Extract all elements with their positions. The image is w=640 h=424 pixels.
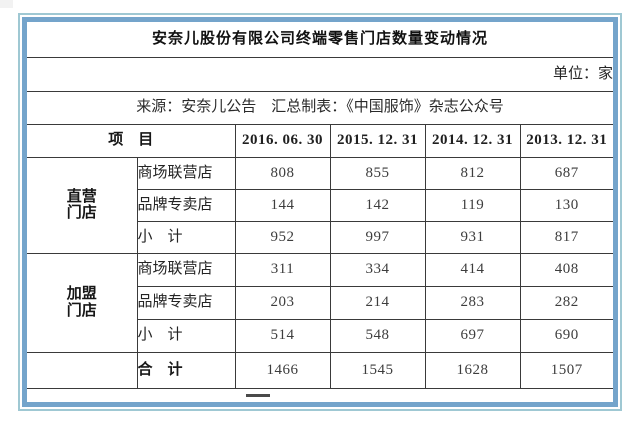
total-row: 合 计 1466 1545 1628 1507 [27, 352, 614, 389]
cell-value: 283 [424, 286, 520, 320]
group-label-line1: 加盟 [66, 285, 97, 302]
row-label: 品牌专卖店 [136, 189, 235, 222]
subtotal-row: 小 计 952 997 931 817 [27, 221, 614, 254]
row-label-subtotal: 小 计 [136, 319, 235, 353]
group-label-line2: 门店 [66, 301, 97, 319]
unit-label: 单位：家 [27, 57, 614, 92]
table-row: 品牌专卖店 203 214 283 282 [27, 286, 614, 320]
source-label: 来源：安奈儿公告 汇总制表：《中国服饰》杂志公众号 [27, 91, 614, 125]
cell-value: 687 [519, 157, 614, 190]
table-row: 加盟 门店 商场联营店 311 334 414 408 [27, 253, 614, 353]
group-label-line2: 门店 [66, 204, 97, 221]
group-label-direct-stores: 直营 门店 [27, 157, 137, 254]
header-row: 项 目 2016. 06. 30 2015. 12. 31 2014. 12. … [27, 124, 614, 158]
source-row: 来源：安奈儿公告 汇总制表：《中国服饰》杂志公众号 [27, 91, 614, 125]
cell-value: 808 [234, 157, 330, 190]
table-row: 直营 门店 商场联营店 808 855 812 687 [27, 157, 614, 254]
cell-value: 1545 [329, 352, 425, 389]
group-label-line1: 直营 [66, 187, 97, 205]
cell-value: 119 [424, 189, 520, 222]
cell-value: 855 [329, 157, 425, 190]
total-empty-cell [27, 352, 137, 389]
cell-value: 214 [329, 286, 425, 320]
cell-value: 203 [234, 286, 330, 320]
subtotal-row: 小 计 514 548 697 690 [27, 319, 614, 353]
cell-value: 311 [234, 253, 330, 287]
cell-value: 144 [234, 189, 330, 222]
row-label: 商场联营店 [136, 253, 235, 287]
column-header-item: 项 目 [27, 124, 235, 158]
unit-row: 单位：家 [27, 57, 614, 92]
cell-value: 414 [424, 253, 520, 287]
row-label: 品牌专卖店 [136, 286, 235, 320]
row-label-total: 合 计 [136, 352, 235, 389]
column-header-2015: 2015. 12. 31 [329, 124, 425, 158]
title-row: 安奈儿股份有限公司终端零售门店数量变动情况 [27, 22, 614, 58]
page-title: 安奈儿股份有限公司终端零售门店数量变动情况 [27, 22, 614, 58]
column-header-2014: 2014. 12. 31 [424, 124, 520, 158]
group-label-franchise-stores: 加盟 门店 [27, 253, 137, 353]
cell-value: 130 [519, 189, 614, 222]
cell-value: 1466 [234, 352, 330, 389]
cell-value: 1628 [424, 352, 520, 389]
decorative-frame: 安奈儿股份有限公司终端零售门店数量变动情况 单位：家 来源：安奈儿公告 汇总制表… [18, 13, 622, 411]
cell-value: 997 [329, 221, 425, 254]
row-label: 商场联营店 [136, 157, 235, 190]
cell-value: 931 [424, 221, 520, 254]
cell-value: 952 [234, 221, 330, 254]
cell-value: 282 [519, 286, 614, 320]
cell-value: 142 [329, 189, 425, 222]
decorative-frame-inner: 安奈儿股份有限公司终端零售门店数量变动情况 单位：家 来源：安奈儿公告 汇总制表… [22, 17, 618, 407]
table-row: 品牌专卖店 144 142 119 130 [27, 189, 614, 222]
store-count-table: 安奈儿股份有限公司终端零售门店数量变动情况 单位：家 来源：安奈儿公告 汇总制表… [27, 22, 614, 389]
cell-value: 548 [329, 319, 425, 353]
cell-value: 334 [329, 253, 425, 287]
cell-value: 812 [424, 157, 520, 190]
cell-value: 697 [424, 319, 520, 353]
column-header-2016: 2016. 06. 30 [234, 124, 330, 158]
cell-value: 408 [519, 253, 614, 287]
cell-value: 514 [234, 319, 330, 353]
scan-artifact-dash [246, 394, 270, 397]
row-label-subtotal: 小 计 [136, 221, 235, 254]
cell-value: 690 [519, 319, 614, 353]
column-header-2013: 2013. 12. 31 [519, 124, 614, 158]
cell-value: 1507 [519, 352, 614, 389]
cell-value: 817 [519, 221, 614, 254]
scan-artifact [0, 0, 13, 8]
